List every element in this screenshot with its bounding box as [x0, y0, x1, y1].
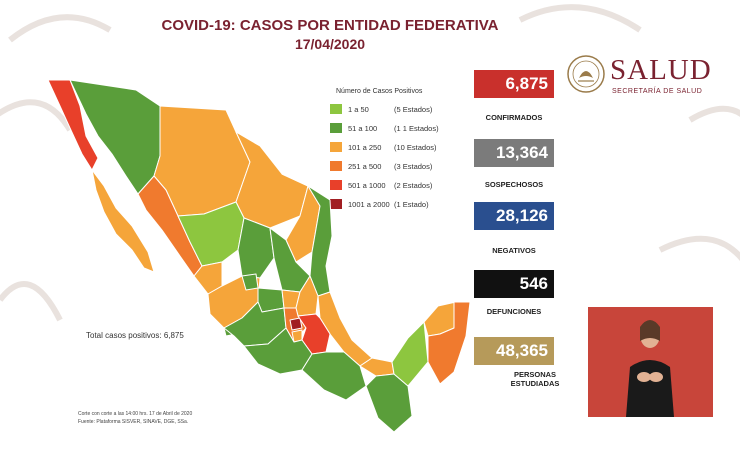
interpreter-figure-icon [588, 307, 713, 417]
page-title: COVID-19: CASOS POR ENTIDAD FEDERATIVA 1… [130, 16, 530, 54]
title-text: COVID-19: CASOS POR ENTIDAD FEDERATIVA [161, 17, 499, 34]
legend-item: 251 a 500 (3 Estados) [330, 161, 432, 173]
state-campeche [391, 321, 429, 387]
legend-swatch [330, 142, 342, 153]
legend-count: (3 Estados) [394, 161, 433, 171]
stat-sospechosos-label: SOSPECHOSOS [484, 180, 544, 189]
title-date: 17/04/2020 [294, 36, 366, 52]
state-quintana-roo [427, 301, 471, 385]
legend-range: 101 a 250 [348, 142, 382, 152]
legend-range: 51 a 100 [348, 123, 378, 133]
legend-swatch [330, 199, 342, 210]
legend-heading: Número de Casos Positivos [336, 88, 423, 95]
stat-confirmados-label: CONFIRMADOS [485, 113, 543, 122]
legend-count: (2 Estados) [394, 180, 433, 190]
legend-range: 1001 a 2000 [348, 199, 390, 209]
legend-swatch [330, 104, 342, 115]
stat-negativos-label: NEGATIVOS [492, 246, 536, 255]
legend-count: (1 1 Estados) [394, 123, 439, 133]
mexico-map [47, 79, 471, 433]
legend-range: 1 a 50 [348, 104, 369, 114]
state-zacatecas [237, 217, 275, 279]
legend-range: 501 a 1000 [348, 180, 386, 190]
footnote-line-2: Fuente: Plataforma SISVER, SINAVE, DGE, … [78, 419, 189, 425]
footnote: Corte con corte a las 14:00 hrs. 17 de A… [78, 410, 192, 426]
state-guerrero [243, 327, 313, 375]
stat-confirmados-box: 6,875 [474, 70, 554, 98]
legend-count: (1 Estado) [394, 199, 429, 209]
stat-negativos-box: 28,126 [474, 202, 554, 230]
legend-swatch [330, 180, 342, 191]
legend-item: 51 a 100 (1 1 Estados) [330, 123, 439, 135]
footnote-line-1: Corte con corte a las 14:00 hrs. 17 de A… [78, 411, 193, 417]
state-baja-california-sur [91, 169, 155, 273]
stat-sospechosos-box: 13,364 [474, 139, 554, 167]
logo-subtitle: SECRETARÍA DE SALUD [612, 88, 703, 95]
sign-language-interpreter-video [588, 307, 713, 417]
stat-defunciones-label: DEFUNCIONES [486, 307, 542, 316]
legend-item: 101 a 250 (10 Estados) [330, 142, 437, 154]
stat-personas-label: PERSONAS ESTUDIADAS [510, 370, 560, 388]
legend-range: 251 a 500 [348, 161, 382, 171]
legend-item: 1001 a 2000 (1 Estado) [330, 199, 429, 211]
total-positive-text: Total casos positivos: 6,875 [86, 331, 184, 340]
salud-logo: SALUD SECRETARÍA DE SALUD [566, 52, 716, 102]
logo-name: SALUD [610, 54, 712, 86]
stat-defunciones-box: 546 [474, 270, 554, 298]
state-coahuila [235, 131, 309, 229]
legend-count: (5 Estados) [394, 104, 433, 114]
state-baja-california [47, 79, 99, 171]
state-chiapas [365, 373, 413, 433]
legend-swatch [330, 161, 342, 172]
legend-count: (10 Estados) [394, 142, 437, 152]
state-cdmx [289, 317, 303, 331]
eagle-seal-icon [567, 55, 605, 93]
legend-swatch [330, 123, 342, 134]
stat-personas-box: 48,365 [474, 337, 554, 365]
state-nayarit [193, 261, 223, 295]
legend-item: 501 a 1000 (2 Estados) [330, 180, 432, 192]
legend-item: 1 a 50 (5 Estados) [330, 104, 432, 116]
